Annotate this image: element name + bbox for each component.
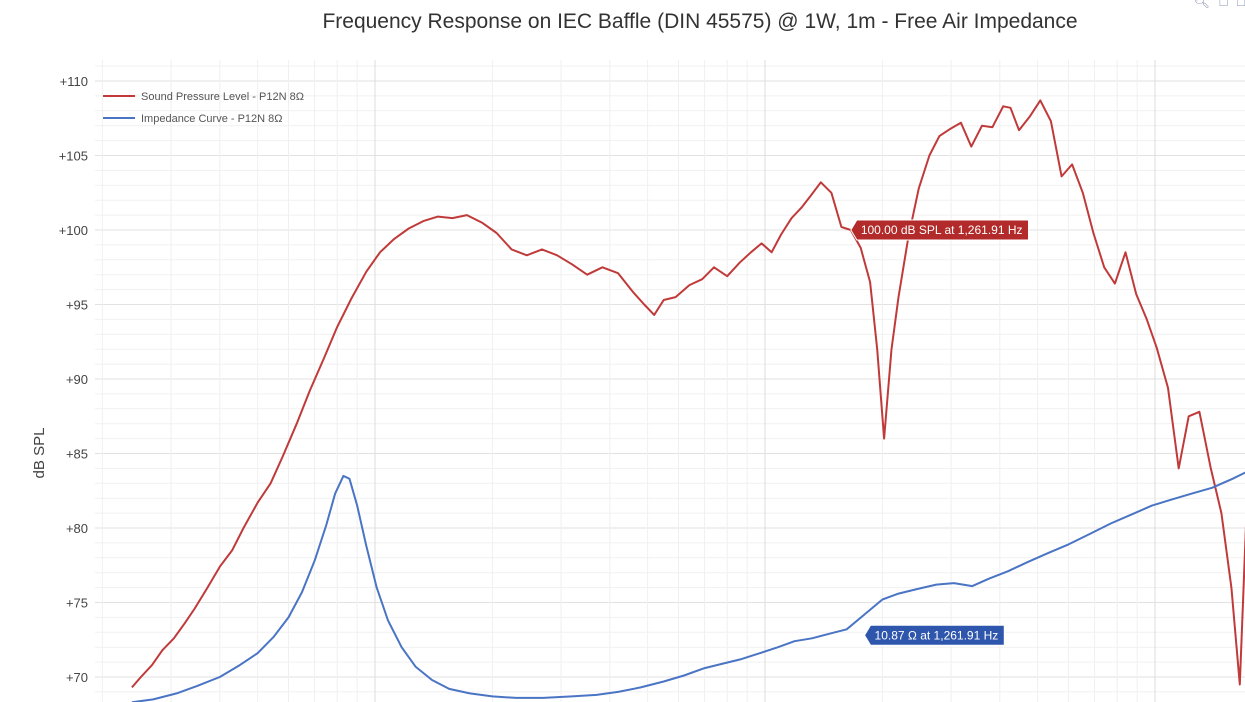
y-tick-label: +80 <box>66 521 88 536</box>
tooltip-text: 10.87 Ω at 1,261.91 Hz <box>875 628 999 642</box>
y-tick-label: +70 <box>66 670 88 685</box>
save-icon[interactable]: □ <box>1219 0 1228 9</box>
y-tick-label: +75 <box>66 596 88 611</box>
chart-toolbar: 🔍︎ □ □ <box>1188 0 1245 10</box>
legend-label-spl: Sound Pressure Level - P12N 8Ω <box>141 91 304 103</box>
y-tick-label: +85 <box>66 447 88 462</box>
series-line-impedance[interactable] <box>131 455 1245 702</box>
legend: Sound Pressure Level - P12N 8Ω Impedance… <box>103 91 304 125</box>
hover-tooltips: 100.00 dB SPL at 1,261.91 Hz 10.87 Ω at 1… <box>850 219 1030 646</box>
tooltip-spl: 100.00 dB SPL at 1,261.91 Hz <box>850 219 1030 241</box>
chart-title: Frequency Response on IEC Baffle (DIN 45… <box>322 10 1078 33</box>
grid <box>95 60 1245 702</box>
zoom-icon[interactable]: 🔍︎ <box>1193 0 1211 9</box>
y-tick-label: +95 <box>66 298 88 313</box>
y-tick-label: +100 <box>59 223 88 238</box>
tooltip-text: 100.00 dB SPL at 1,261.91 Hz <box>861 223 1023 237</box>
legend-label-impedance: Impedance Curve - P12N 8Ω <box>141 113 283 125</box>
y-tick-label: +110 <box>60 74 88 89</box>
series-line-spl[interactable] <box>131 99 1245 702</box>
tooltip-impedance: 10.87 Ω at 1,261.91 Hz <box>863 624 1005 646</box>
expand-icon[interactable]: □ <box>1237 0 1245 9</box>
y-axis-ticks: +70 +75 +80 +85 +90 +95 +100 +105 +110 <box>59 74 88 685</box>
tooltip-box <box>863 624 1005 646</box>
y-axis-label: dB SPL <box>31 428 48 479</box>
tooltip-box <box>850 219 1030 241</box>
y-tick-label: +90 <box>66 372 88 387</box>
y-tick-label: +105 <box>59 149 88 164</box>
series-lines <box>131 99 1245 702</box>
